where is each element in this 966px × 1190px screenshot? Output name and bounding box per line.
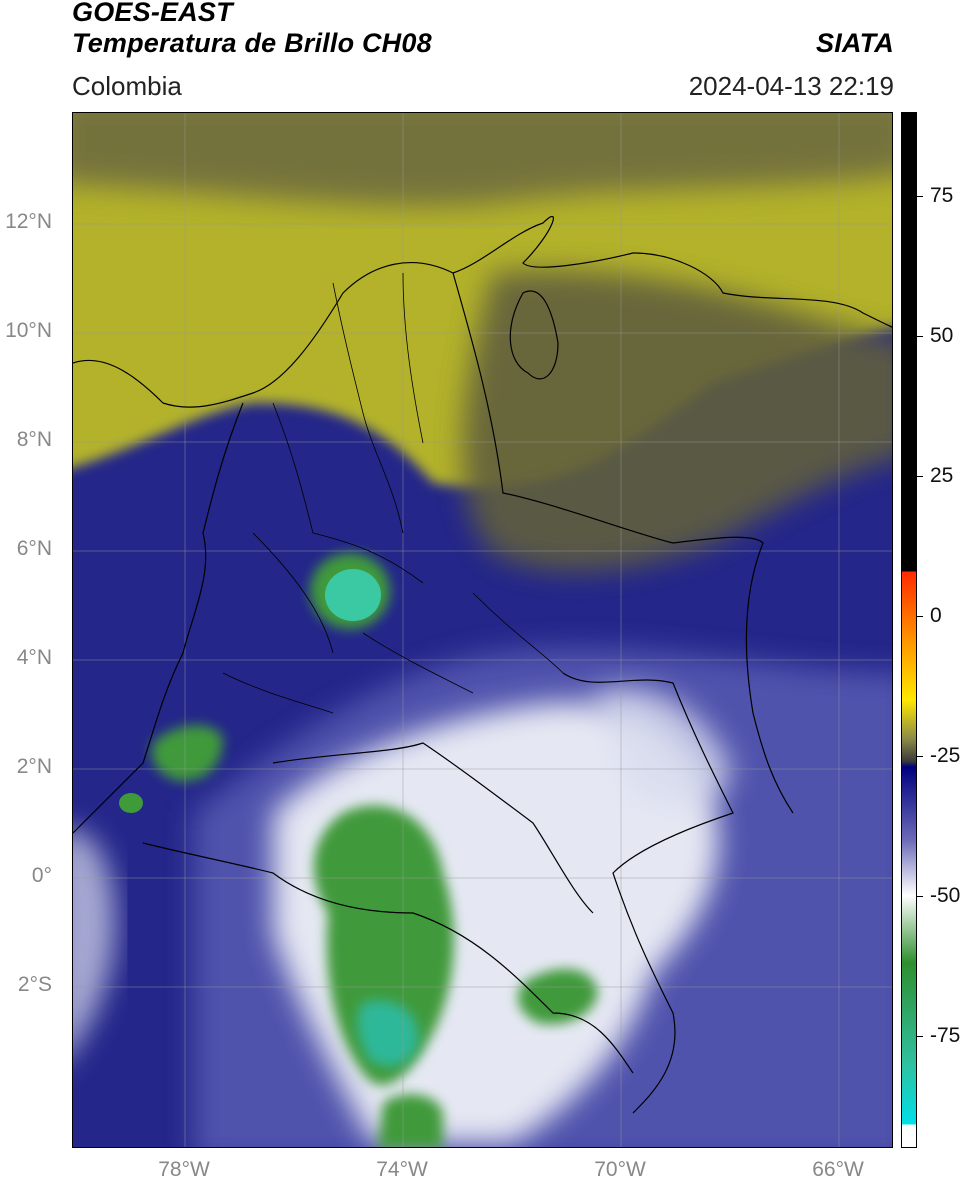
core-green-se — [518, 969, 598, 1025]
core-green-south — [313, 805, 454, 1086]
lon-label-78w: 78°W — [158, 1158, 210, 1181]
lon-label-74w: 74°W — [376, 1158, 428, 1181]
colorbar-label: 25 — [930, 464, 954, 487]
field-cloud-white-west — [73, 829, 115, 1050]
satellite-map — [72, 112, 893, 1148]
brand-label: SIATA — [816, 28, 894, 58]
border-colombia-south — [272, 742, 594, 914]
graticule — [73, 113, 892, 1147]
lat-label-6n: 6°N — [16, 537, 52, 560]
colorbar-label: 50 — [930, 324, 954, 347]
borders — [73, 216, 892, 1114]
lat-label-0: 0° — [31, 864, 52, 887]
core-green-west — [151, 725, 223, 782]
lat-label-2s: 2°S — [17, 973, 52, 996]
field-cloud-white-east — [593, 687, 733, 807]
title-satellite: GOES-EAST — [72, 0, 233, 27]
core-teal-center — [325, 569, 381, 621]
lat-label-10n: 10°N — [5, 319, 52, 342]
lon-label-70w: 70°W — [594, 1158, 646, 1181]
colorbar-tick — [917, 476, 923, 477]
colorbar-label: 75 — [930, 184, 954, 207]
field-dark-olive-east — [463, 270, 892, 572]
colorbar-label: -25 — [930, 744, 961, 767]
coastline-north — [73, 216, 892, 408]
colorbar-label: 0 — [930, 604, 942, 627]
region-label: Colombia — [72, 71, 182, 101]
lat-label-4n: 4°N — [16, 646, 52, 669]
border-ecuador-peru — [142, 842, 634, 1074]
core-teal-south — [357, 1000, 419, 1067]
colorbar-tick — [917, 1036, 923, 1037]
colorbar-tick — [917, 616, 923, 617]
datetime-label: 2024-04-13 22:19 — [688, 71, 894, 101]
colorbar-label: -50 — [930, 884, 961, 907]
colorbar — [901, 112, 917, 1148]
coastline-pacific — [73, 402, 244, 834]
colorbar-tick — [917, 756, 923, 757]
lake-maracaibo — [509, 290, 559, 380]
border-brazil — [562, 672, 734, 1114]
lon-label-66w: 66°W — [812, 1158, 864, 1181]
core-green-sw — [119, 793, 143, 813]
colorbar-tick — [917, 896, 923, 897]
admin-lines — [222, 272, 564, 714]
colorbar-tick — [917, 196, 923, 197]
lat-label-8n: 8°N — [16, 428, 52, 451]
lat-label-2n: 2°N — [16, 755, 52, 778]
field-dark-olive — [73, 113, 892, 206]
map-canvas — [73, 113, 892, 1147]
core-green-bottom — [378, 1094, 443, 1147]
colorbar-tick — [917, 336, 923, 337]
title-product: Temperatura de Brillo CH08 — [72, 28, 432, 58]
border-venezuela — [452, 272, 794, 814]
colorbar-label: -75 — [930, 1024, 961, 1047]
lat-label-12n: 12°N — [5, 210, 52, 233]
